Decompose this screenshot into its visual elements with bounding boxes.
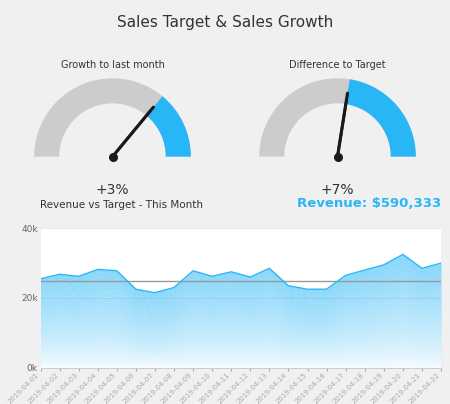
Text: Revenue: $590,333: Revenue: $590,333: [297, 197, 441, 210]
Text: +7%: +7%: [321, 183, 354, 197]
Text: Difference to Target: Difference to Target: [289, 60, 386, 70]
Text: Sales Target & Sales Growth: Sales Target & Sales Growth: [117, 15, 333, 30]
Text: Growth to last month: Growth to last month: [61, 60, 164, 70]
Wedge shape: [346, 79, 416, 157]
Text: +3%: +3%: [96, 183, 129, 197]
Wedge shape: [34, 78, 191, 157]
Wedge shape: [259, 78, 416, 157]
Text: Revenue vs Target - This Month: Revenue vs Target - This Month: [40, 200, 203, 210]
Wedge shape: [146, 96, 191, 157]
